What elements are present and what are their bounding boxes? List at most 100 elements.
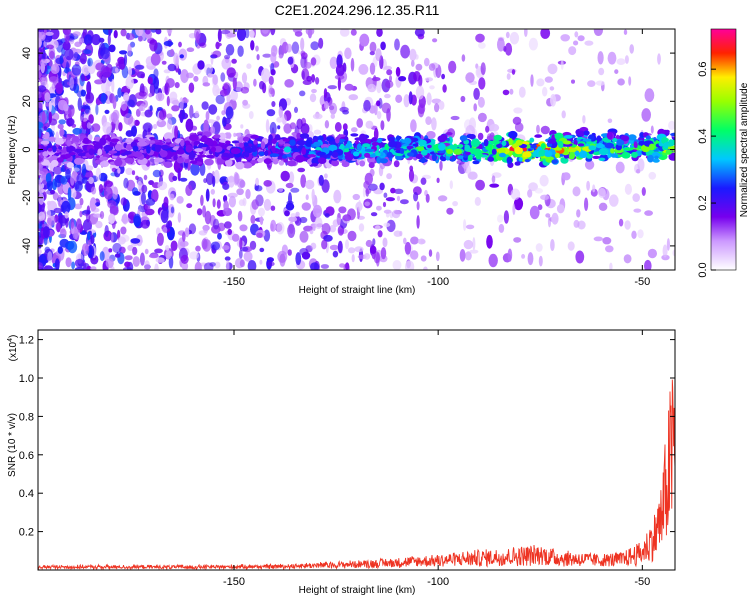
spectrogram-ridge-cell bbox=[667, 139, 674, 148]
spectrogram-cell bbox=[307, 29, 313, 39]
spectrogram-ridge-cell bbox=[583, 130, 590, 136]
spectrogram-ridge-cell bbox=[386, 151, 393, 158]
spectrogram-cell bbox=[138, 35, 143, 42]
spectrogram-cell bbox=[172, 175, 178, 181]
spectrogram-cell bbox=[426, 131, 436, 139]
spectrogram-cell bbox=[410, 250, 419, 260]
spectrogram-cell bbox=[404, 241, 412, 255]
spectrogram-cell bbox=[597, 51, 604, 65]
spectrogram-cell bbox=[380, 120, 385, 131]
spectrogram-cell bbox=[540, 29, 551, 39]
spectrogram-cell bbox=[439, 160, 443, 171]
spectrogram-cell bbox=[62, 41, 71, 51]
spectrogram-cell bbox=[478, 77, 486, 90]
spectrogram-cell bbox=[571, 79, 575, 84]
spectrogram-cell bbox=[339, 106, 349, 113]
spectrogram-cell bbox=[297, 167, 306, 173]
spectrogram-cell bbox=[259, 247, 265, 253]
spectrogram-y-tick-label: 20 bbox=[21, 95, 33, 107]
spectrogram-ridge-cell bbox=[446, 148, 454, 154]
spectrogram-cell bbox=[339, 29, 350, 37]
spectrogram-cell bbox=[436, 177, 440, 183]
spectrogram-cell bbox=[104, 109, 110, 114]
spectrogram-cell bbox=[53, 207, 63, 214]
spectrogram-cell bbox=[528, 37, 539, 51]
spectrogram-ridge-cell bbox=[272, 157, 279, 165]
spectrogram-cell bbox=[279, 253, 286, 267]
spectrogram-ridge-cell bbox=[137, 141, 148, 147]
spectrogram-cell bbox=[561, 110, 566, 119]
spectrogram-cell bbox=[39, 168, 49, 175]
spectrogram-cell bbox=[145, 29, 151, 35]
spectrogram-cell bbox=[155, 257, 165, 263]
spectrogram-cell bbox=[199, 42, 207, 48]
spectrogram-cell bbox=[330, 113, 335, 119]
spectrogram-cell bbox=[623, 254, 632, 264]
spectrogram-ridge-cell bbox=[633, 141, 638, 149]
spectrogram-ridge-cell bbox=[331, 159, 340, 167]
spectrogram-cell bbox=[593, 29, 603, 36]
spectrogram-cell bbox=[45, 31, 54, 36]
spectrogram-cell bbox=[321, 223, 331, 235]
spectrogram-cell bbox=[283, 123, 292, 134]
spectrogram-cell bbox=[644, 88, 655, 103]
spectrogram-cell bbox=[507, 248, 513, 262]
colorbar-tick-label: 0.0 bbox=[697, 262, 709, 277]
spectrogram-cell bbox=[45, 102, 50, 107]
spectrogram-cell bbox=[117, 167, 121, 174]
spectrogram-cell bbox=[424, 57, 430, 67]
spectrogram-ridge-cell bbox=[663, 142, 669, 149]
spectrogram-ridge-cell bbox=[384, 143, 390, 150]
spectrogram-cell bbox=[480, 62, 486, 75]
snr-y-tick-label: 0.2 bbox=[19, 527, 34, 539]
spectrogram-ridge-cell bbox=[132, 145, 139, 152]
spectrogram-cell bbox=[270, 45, 278, 57]
spectrogram-cell bbox=[234, 29, 238, 33]
spectrogram-cell bbox=[70, 217, 75, 229]
spectrogram-ridge-cell bbox=[627, 134, 637, 141]
spectrogram-ridge-cell bbox=[199, 142, 204, 148]
spectrogram-cell bbox=[153, 68, 159, 79]
spectrogram-cell bbox=[186, 47, 195, 52]
spectrogram-cell bbox=[335, 64, 345, 77]
spectrogram-ridge-cell bbox=[335, 136, 340, 144]
spectrogram-cell bbox=[203, 262, 214, 270]
spectrogram-cell bbox=[123, 113, 134, 125]
spectrogram-cell bbox=[503, 210, 509, 224]
spectrogram-cell bbox=[72, 31, 81, 37]
spectrogram-ridge-cell bbox=[459, 135, 468, 142]
spectrogram-cell bbox=[38, 193, 45, 205]
spectrogram-cell bbox=[39, 77, 45, 82]
spectrogram-cell bbox=[178, 41, 182, 48]
spectrogram-cell bbox=[337, 240, 343, 254]
spectrogram-ridge-cell bbox=[514, 161, 521, 166]
spectrogram-cell bbox=[352, 193, 360, 201]
spectrogram-cell bbox=[637, 229, 644, 239]
spectrogram-ridge-cell bbox=[235, 132, 242, 137]
spectrogram-cell bbox=[534, 188, 543, 194]
spectrogram-ridge-cell bbox=[269, 153, 280, 158]
spectrogram-cell bbox=[61, 200, 71, 214]
spectrogram-cell bbox=[74, 258, 85, 268]
spectrogram-ridge-cell bbox=[670, 145, 675, 151]
spectrogram-cell bbox=[521, 254, 526, 259]
spectrogram-cell bbox=[164, 82, 170, 96]
spectrogram-ridge-cell bbox=[592, 155, 601, 159]
spectrogram-cell bbox=[505, 31, 510, 39]
spectrogram-cell bbox=[463, 239, 474, 250]
spectrogram-cell bbox=[243, 251, 253, 262]
spectrogram-ridge-cell bbox=[412, 143, 419, 147]
spectrogram-cell bbox=[197, 60, 205, 70]
spectrogram-x-label: Height of straight line (km) bbox=[299, 285, 416, 296]
spectrogram-ridge-cell bbox=[54, 137, 65, 145]
spectrogram-cell bbox=[74, 41, 82, 48]
spectrogram-cell bbox=[90, 234, 95, 245]
spectrogram-cell bbox=[363, 253, 371, 260]
spectrogram-cell bbox=[527, 189, 533, 198]
spectrogram-ridge-cell bbox=[99, 156, 109, 161]
spectrogram-ridge-cell bbox=[620, 135, 630, 142]
spectrogram-ridge-cell bbox=[616, 139, 625, 146]
spectrogram-cell bbox=[57, 99, 68, 111]
spectrogram-ridge-cell bbox=[42, 151, 49, 157]
spectrogram-cell bbox=[320, 264, 329, 269]
